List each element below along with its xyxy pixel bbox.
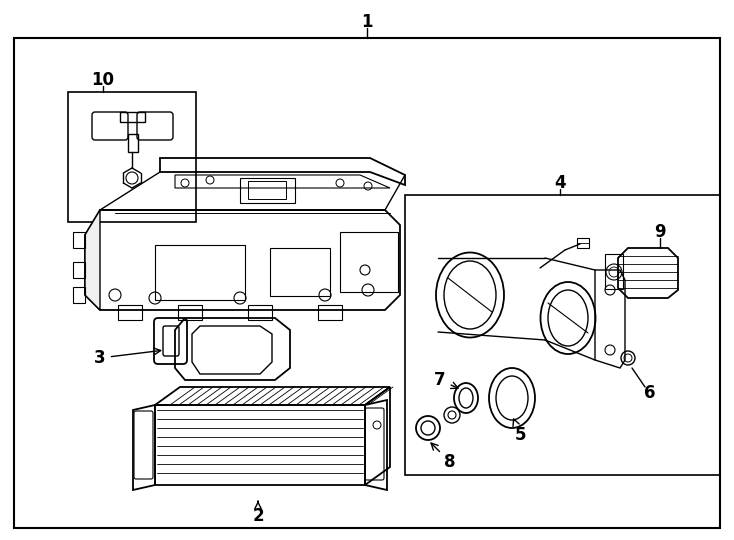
Bar [405, 195, 720, 475]
Text: 2: 2 [252, 501, 264, 525]
Text: 9: 9 [654, 223, 666, 241]
Bar [340, 232, 398, 292]
Text: 1: 1 [361, 13, 373, 31]
Bar [178, 305, 202, 320]
Text: 3: 3 [94, 348, 161, 367]
Bar [248, 181, 286, 199]
Bar [248, 305, 272, 320]
Text: 8: 8 [431, 443, 456, 471]
Text: 6: 6 [644, 384, 655, 402]
Bar [240, 178, 295, 203]
Bar [270, 248, 330, 296]
Bar [68, 92, 196, 222]
Polygon shape [85, 210, 100, 310]
Text: 7: 7 [435, 371, 458, 389]
Bar [318, 305, 342, 320]
Bar [118, 305, 142, 320]
Bar [128, 134, 138, 152]
Text: 4: 4 [554, 174, 566, 192]
Bar [155, 245, 245, 300]
Text: 10: 10 [92, 71, 115, 89]
Bar [605, 254, 623, 289]
Text: 5: 5 [513, 419, 526, 444]
Bar [577, 238, 589, 248]
Bar [120, 112, 145, 122]
